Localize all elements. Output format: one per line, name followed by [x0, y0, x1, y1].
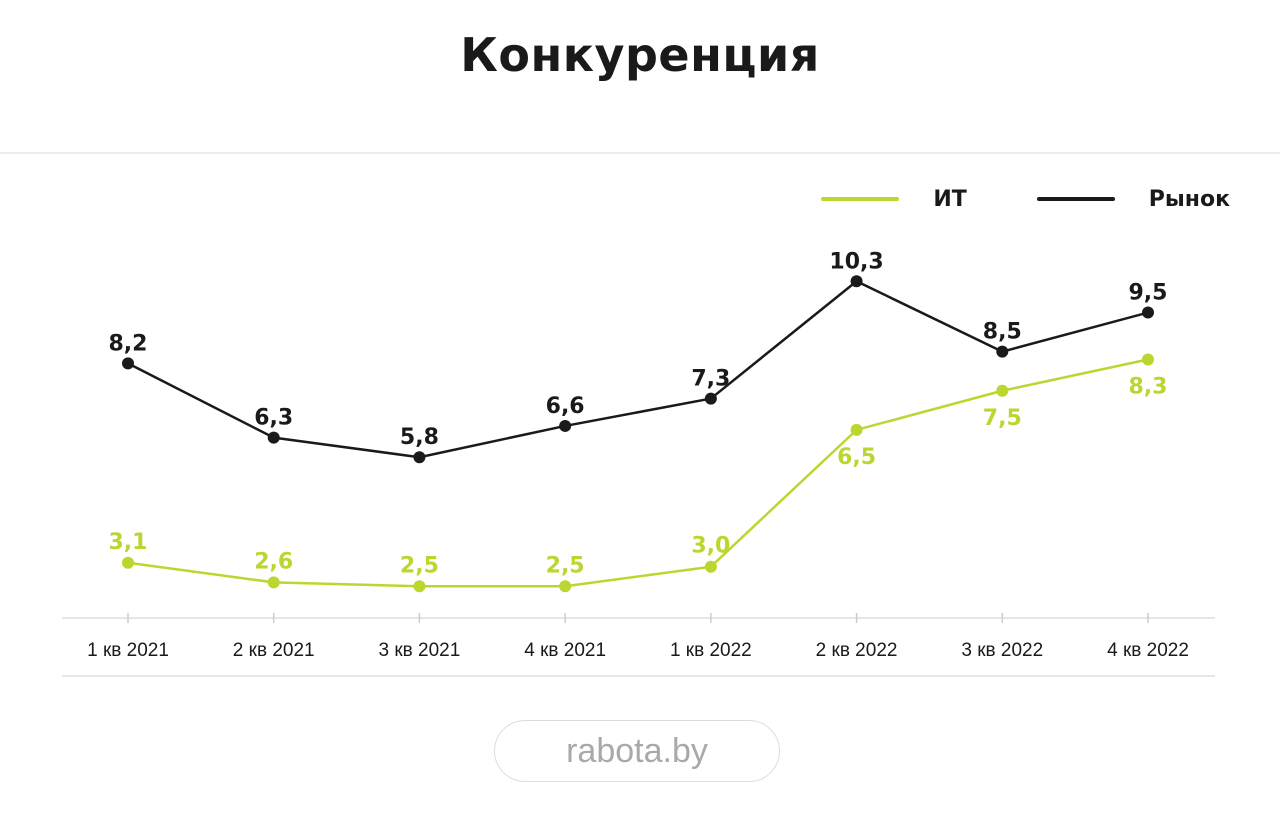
- data-label-it: 3,1: [109, 530, 148, 555]
- data-label-it: 2,5: [546, 553, 585, 578]
- data-label-market: 10,3: [829, 249, 883, 274]
- x-tick-label: 2 кв 2022: [816, 640, 898, 661]
- data-point-it: [413, 580, 426, 593]
- data-point-market: [559, 419, 572, 432]
- data-label-market: 7,3: [691, 367, 730, 392]
- data-label-market: 6,3: [254, 406, 293, 431]
- legend-item-market: Рынок: [1036, 186, 1230, 212]
- data-point-it: [122, 556, 134, 569]
- x-tick-label: 3 кв 2022: [961, 640, 1043, 661]
- data-point-market: [413, 451, 426, 464]
- legend-label-it: ИТ: [933, 186, 967, 212]
- legend-swatch-it: [821, 197, 900, 201]
- data-point-it: [996, 384, 1009, 397]
- data-label-it: 3,0: [691, 534, 730, 559]
- data-label-market: 9,5: [1129, 281, 1168, 306]
- header-divider: [0, 152, 1280, 154]
- x-tick-label: 3 кв 2021: [379, 640, 461, 661]
- data-point-market: [1142, 306, 1154, 319]
- x-tick-label: 1 кв 2021: [87, 640, 169, 661]
- data-label-market: 8,5: [983, 320, 1022, 345]
- data-label-it: 2,5: [400, 553, 439, 578]
- source-badge: rabota.by: [494, 720, 780, 782]
- chart-title: Конкуренция: [460, 28, 820, 82]
- data-point-market: [267, 431, 280, 444]
- legend-swatch-market: [1036, 197, 1115, 201]
- x-tick-label: 2 кв 2021: [233, 640, 315, 661]
- data-label-it: 7,5: [983, 406, 1022, 431]
- data-point-it: [267, 576, 280, 589]
- data-label-market: 6,6: [546, 394, 585, 419]
- data-label-market: 8,2: [109, 331, 148, 356]
- legend-item-it: ИТ: [821, 186, 967, 212]
- series-line-it: [127, 358, 1149, 588]
- data-point-market: [704, 392, 717, 405]
- data-label-it: 8,3: [1129, 374, 1168, 399]
- data-point-it: [850, 423, 863, 436]
- data-label-market: 5,8: [400, 425, 439, 450]
- series-line-market: [127, 280, 1149, 459]
- legend-label-market: Рынок: [1148, 186, 1230, 212]
- x-tick-label: 1 кв 2022: [670, 640, 752, 661]
- data-label-it: 2,6: [254, 549, 293, 574]
- data-point-it: [704, 560, 717, 573]
- data-label-it: 6,5: [837, 445, 876, 470]
- data-point-market: [850, 275, 863, 288]
- data-point-market: [996, 345, 1009, 358]
- data-point-it: [559, 580, 572, 593]
- x-tick-label: 4 кв 2022: [1107, 640, 1189, 661]
- data-point-it: [1142, 353, 1154, 366]
- data-point-market: [122, 357, 134, 370]
- x-tick-label: 4 кв 2021: [524, 640, 606, 661]
- legend: ИТ Рынок: [785, 184, 1230, 214]
